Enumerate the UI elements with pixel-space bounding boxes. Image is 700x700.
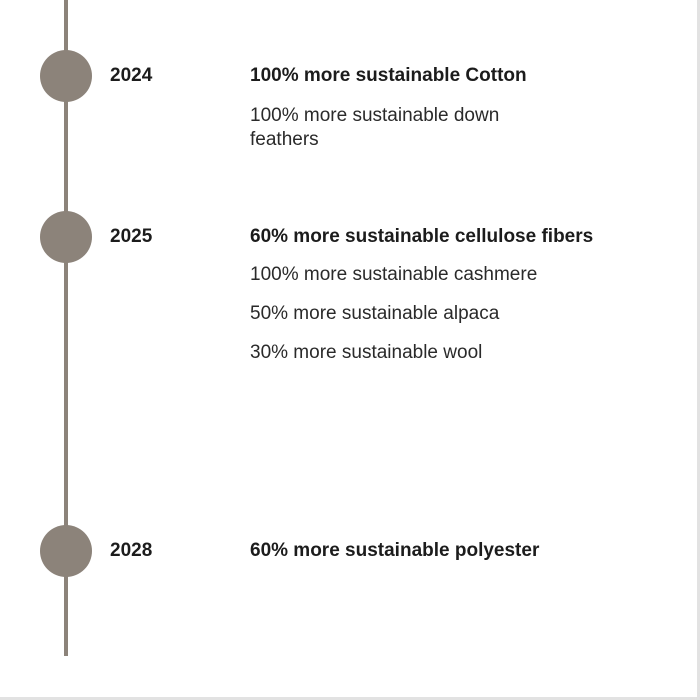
milestone-year: 2025 <box>110 226 153 247</box>
timeline-dot <box>40 50 92 102</box>
milestone-item: 30% more sustainable wool <box>250 342 483 363</box>
milestone-items: 60% more sustainable cellulose fibers 10… <box>250 225 670 365</box>
milestone-headline: 60% more sustainable polyester <box>250 540 540 561</box>
milestone-item: 50% more sustainable alpaca <box>250 303 500 324</box>
milestone-items: 60% more sustainable polyester <box>250 539 670 563</box>
milestone-headline: 100% more sustainable Cotton <box>250 65 527 86</box>
milestone-items: 100% more sustainable Cotton 100% more s… <box>250 64 670 152</box>
milestone-headline: 60% more sustainable cellulose fibers <box>250 226 594 247</box>
timeline-dot <box>40 525 92 577</box>
milestone-item: 100% more sustainable down feathers <box>250 105 500 150</box>
timeline-line <box>64 0 68 656</box>
milestone-year: 2028 <box>110 540 153 561</box>
timeline-dot <box>40 211 92 263</box>
milestone-year: 2024 <box>110 65 153 86</box>
milestone-item: 100% more sustainable cashmere <box>250 264 538 285</box>
